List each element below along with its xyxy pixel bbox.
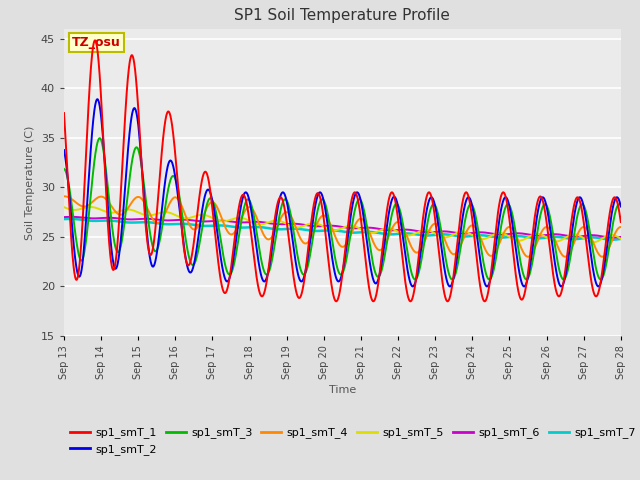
sp1_smT_6 (89, 216, 97, 221)
sp1_smT_2 (316, 190, 324, 195)
sp1_smT_1 (88, 49, 96, 55)
sp1_smT_6 (60, 214, 68, 220)
sp1_smT_3 (499, 214, 507, 219)
sp1_smT_3 (60, 166, 68, 172)
sp1_smT_1 (602, 245, 609, 251)
X-axis label: Time: Time (329, 384, 356, 395)
sp1_smT_2 (617, 204, 625, 209)
sp1_smT_2 (602, 257, 609, 263)
Title: SP1 Soil Temperature Profile: SP1 Soil Temperature Profile (234, 9, 451, 24)
sp1_smT_5 (499, 230, 506, 236)
Y-axis label: Soil Temperature (C): Soil Temperature (C) (26, 125, 35, 240)
sp1_smT_1 (499, 190, 507, 195)
sp1_smT_3 (316, 199, 324, 204)
sp1_smT_6 (499, 232, 506, 238)
sp1_smT_3 (617, 203, 625, 208)
sp1_smT_6 (68, 214, 76, 220)
sp1_smT_3 (602, 266, 609, 272)
sp1_smT_4 (88, 199, 96, 205)
sp1_smT_4 (316, 215, 324, 221)
sp1_smT_7 (89, 218, 97, 224)
sp1_smT_6 (316, 223, 324, 229)
Line: sp1_smT_5: sp1_smT_5 (64, 207, 621, 242)
sp1_smT_7 (601, 236, 609, 242)
sp1_smT_5 (331, 228, 339, 233)
sp1_smT_6 (331, 223, 339, 229)
sp1_smT_7 (601, 236, 609, 242)
Line: sp1_smT_3: sp1_smT_3 (64, 138, 621, 279)
sp1_smT_1 (601, 247, 609, 253)
sp1_smT_5 (617, 236, 625, 242)
Line: sp1_smT_1: sp1_smT_1 (64, 40, 621, 301)
sp1_smT_5 (589, 240, 597, 245)
sp1_smT_4 (617, 224, 625, 230)
Line: sp1_smT_4: sp1_smT_4 (64, 196, 621, 257)
sp1_smT_3 (88, 176, 96, 181)
sp1_smT_7 (316, 228, 324, 234)
sp1_smT_4 (331, 232, 339, 238)
sp1_smT_2 (93, 96, 101, 102)
Text: TZ_osu: TZ_osu (72, 36, 121, 48)
Line: sp1_smT_7: sp1_smT_7 (64, 219, 621, 240)
sp1_smT_7 (67, 216, 74, 222)
sp1_smT_1 (444, 299, 451, 304)
sp1_smT_6 (609, 235, 616, 240)
sp1_smT_4 (60, 193, 68, 199)
Line: sp1_smT_2: sp1_smT_2 (64, 99, 621, 287)
sp1_smT_6 (601, 234, 609, 240)
sp1_smT_1 (331, 297, 339, 303)
Line: sp1_smT_6: sp1_smT_6 (64, 217, 621, 238)
sp1_smT_3 (96, 135, 104, 141)
sp1_smT_6 (601, 234, 609, 240)
sp1_smT_4 (499, 233, 506, 239)
sp1_smT_6 (617, 234, 625, 240)
sp1_smT_2 (60, 147, 68, 153)
sp1_smT_3 (486, 276, 493, 282)
sp1_smT_5 (602, 234, 609, 240)
sp1_smT_5 (89, 204, 97, 210)
sp1_smT_7 (609, 237, 616, 242)
sp1_smT_1 (60, 110, 68, 116)
sp1_smT_5 (60, 204, 68, 210)
sp1_smT_1 (617, 219, 625, 225)
sp1_smT_5 (601, 234, 609, 240)
sp1_smT_1 (91, 37, 99, 43)
sp1_smT_4 (601, 252, 609, 258)
sp1_smT_7 (499, 235, 506, 240)
sp1_smT_2 (88, 126, 96, 132)
sp1_smT_4 (601, 252, 609, 258)
sp1_smT_2 (499, 200, 506, 205)
sp1_smT_5 (87, 204, 95, 210)
sp1_smT_4 (561, 254, 569, 260)
sp1_smT_2 (520, 284, 528, 289)
sp1_smT_1 (316, 195, 324, 201)
sp1_smT_7 (617, 236, 625, 242)
Legend: sp1_smT_1, sp1_smT_2, sp1_smT_3, sp1_smT_4, sp1_smT_5, sp1_smT_6, sp1_smT_7: sp1_smT_1, sp1_smT_2, sp1_smT_3, sp1_smT… (70, 428, 636, 455)
sp1_smT_5 (316, 222, 324, 228)
sp1_smT_7 (60, 216, 68, 222)
sp1_smT_7 (331, 228, 339, 233)
sp1_smT_3 (331, 255, 339, 261)
sp1_smT_2 (331, 271, 339, 276)
sp1_smT_3 (601, 267, 609, 273)
sp1_smT_2 (601, 259, 609, 264)
